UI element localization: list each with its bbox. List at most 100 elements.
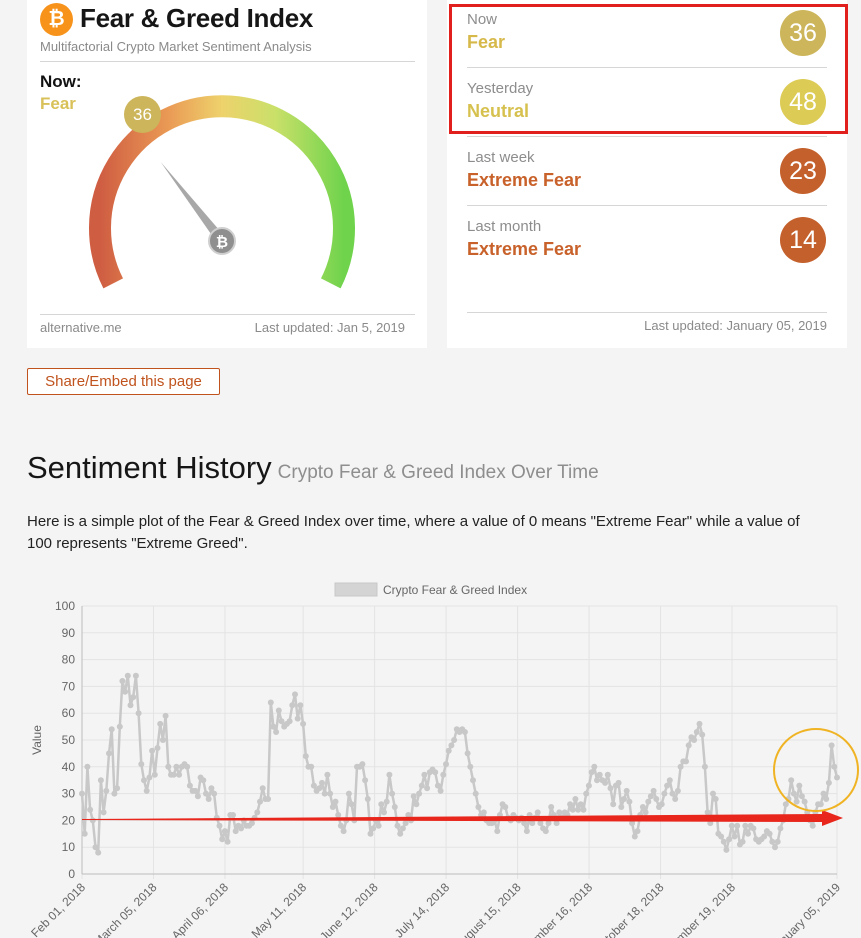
data-point xyxy=(685,742,692,749)
highlight-circle-annotation xyxy=(773,728,859,812)
data-point xyxy=(596,771,603,778)
data-point xyxy=(834,774,840,781)
gauge-value-bubble: 36 xyxy=(124,96,161,133)
history-last-updated: Last updated: January 05, 2019 xyxy=(644,318,827,333)
data-point xyxy=(294,715,301,722)
data-point xyxy=(232,828,239,835)
brand-subtitle: Multifactorial Crypto Market Sentiment A… xyxy=(40,39,312,54)
sentiment-history-chart: Crypto Fear & Greed Index 0 10 20 30 40 50 60 70… xyxy=(27,573,861,938)
section-heading: Sentiment History Crypto Fear & Greed Ind… xyxy=(27,450,599,486)
data-point xyxy=(381,809,387,816)
y-tick-label: 40 xyxy=(62,760,76,774)
data-point xyxy=(95,849,102,856)
data-point xyxy=(712,796,719,802)
data-point xyxy=(297,702,304,709)
data-point xyxy=(817,801,824,808)
data-point xyxy=(364,796,371,802)
data-point xyxy=(745,830,751,837)
gauge-card: ₿ Fear & Greed Index Multifactorial Cryp… xyxy=(27,0,427,348)
data-point xyxy=(165,763,172,770)
y-tick-label: 90 xyxy=(62,626,76,640)
data-point xyxy=(308,763,315,770)
data-point xyxy=(666,777,673,784)
data-point xyxy=(443,761,449,768)
row-label: Now xyxy=(467,11,498,28)
data-point xyxy=(238,825,245,832)
data-point xyxy=(146,774,153,781)
data-point xyxy=(345,790,352,797)
data-point xyxy=(693,729,700,735)
now-label: Now: xyxy=(40,72,82,91)
data-point xyxy=(416,790,423,797)
data-point xyxy=(801,798,808,805)
x-tick-label: October 18, 2018 xyxy=(591,880,667,938)
data-point xyxy=(79,790,85,797)
data-point xyxy=(569,806,576,813)
x-tick-label: May 11, 2018 xyxy=(249,880,310,938)
data-point xyxy=(585,782,592,789)
data-point xyxy=(604,771,611,778)
data-point xyxy=(726,836,733,843)
data-point xyxy=(257,798,263,805)
now-classification: Fear xyxy=(40,94,76,113)
data-point xyxy=(445,747,452,754)
data-point xyxy=(470,777,476,784)
data-point xyxy=(537,820,544,827)
data-point xyxy=(302,753,309,760)
data-point xyxy=(300,720,307,727)
data-point xyxy=(122,688,129,695)
data-point xyxy=(653,796,660,802)
source-credit: alternative.me xyxy=(40,320,122,335)
data-point xyxy=(194,793,201,800)
row-classification: Neutral xyxy=(467,101,530,121)
data-point xyxy=(639,804,646,810)
x-tick-label: July 14, 2018 xyxy=(392,880,453,938)
share-embed-button[interactable]: Share/Embed this page xyxy=(27,368,220,395)
data-point xyxy=(461,729,468,735)
row-divider xyxy=(467,205,827,206)
data-point xyxy=(81,830,88,837)
gauge-last-updated: Last updated: Jan 5, 2019 xyxy=(254,320,405,335)
y-tick-label: 100 xyxy=(55,599,75,613)
data-point xyxy=(132,672,139,679)
data-point xyxy=(664,782,671,789)
data-point xyxy=(421,771,428,778)
y-tick-label: 60 xyxy=(62,706,76,720)
data-point xyxy=(87,806,94,813)
y-tick-label: 30 xyxy=(62,787,76,801)
data-point xyxy=(106,750,112,757)
data-point xyxy=(661,790,668,797)
data-point xyxy=(545,820,552,827)
data-point xyxy=(742,822,749,829)
data-point xyxy=(383,798,390,805)
data-point xyxy=(629,820,636,827)
data-point xyxy=(766,830,773,837)
highlight-box-annotation xyxy=(449,4,848,134)
data-point xyxy=(278,718,285,725)
data-point xyxy=(623,787,630,794)
row-divider xyxy=(467,136,827,137)
data-point xyxy=(669,790,676,797)
data-point xyxy=(602,779,609,786)
data-point xyxy=(440,771,447,778)
data-point xyxy=(292,691,298,698)
data-point xyxy=(119,678,126,684)
data-point xyxy=(389,790,396,797)
data-point xyxy=(410,793,417,800)
row-value-badge: 48 xyxy=(780,79,826,125)
data-point xyxy=(275,707,282,714)
data-point xyxy=(674,787,681,794)
data-point xyxy=(192,787,199,794)
data-point xyxy=(828,742,835,749)
data-point xyxy=(316,785,323,792)
data-point xyxy=(647,793,654,800)
data-point xyxy=(437,787,444,794)
data-point xyxy=(618,804,625,810)
data-point xyxy=(621,796,627,802)
data-point xyxy=(572,796,579,802)
footer-divider xyxy=(40,314,415,315)
data-point xyxy=(575,806,582,813)
data-point xyxy=(397,830,404,837)
data-point xyxy=(92,844,99,851)
data-point xyxy=(111,790,118,797)
